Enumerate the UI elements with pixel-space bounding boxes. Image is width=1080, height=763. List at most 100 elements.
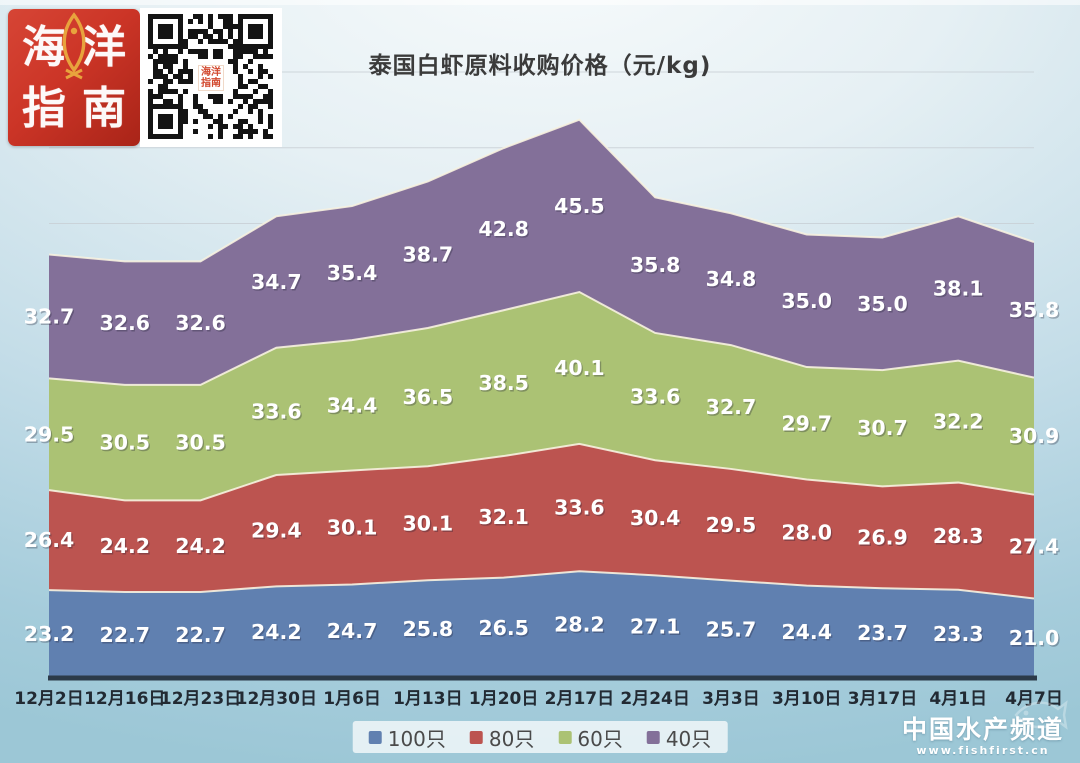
legend-item-60只: 60只 <box>558 723 623 752</box>
data-label: 29.7 <box>781 411 832 435</box>
data-label-shadow: 32.1 <box>480 506 531 530</box>
data-label-shadow: 35.8 <box>1010 299 1061 323</box>
watermark-fish-icon <box>1014 700 1068 730</box>
data-label: 30.5 <box>99 431 150 455</box>
data-label-shadow: 30.5 <box>177 432 228 456</box>
data-label: 35.8 <box>1009 298 1060 322</box>
area-80只 <box>49 443 1034 599</box>
data-label-shadow: 28.3 <box>934 526 985 550</box>
x-axis-label: 2月17日 <box>545 689 615 709</box>
qr-center-logo: 海洋指南 <box>198 64 224 91</box>
logo-char: 海 <box>22 21 66 73</box>
data-label: 25.8 <box>403 617 454 641</box>
data-label: 34.8 <box>706 267 757 291</box>
qr-code: 海洋指南 <box>140 8 282 147</box>
data-label: 30.4 <box>630 506 681 530</box>
data-label: 36.5 <box>403 385 454 409</box>
data-label-shadow: 30.7 <box>858 418 909 442</box>
data-label-shadow: 40.1 <box>555 357 606 381</box>
data-label-shadow: 30.1 <box>328 517 379 541</box>
data-label: 32.7 <box>24 304 75 328</box>
data-label-shadow: 29.7 <box>783 413 834 437</box>
x-axis-label: 4月7日 <box>1005 689 1063 709</box>
area-edge <box>48 570 1035 600</box>
legend-item-40只: 40只 <box>646 723 712 752</box>
data-label-shadow: 23.2 <box>25 624 76 648</box>
area-60只 <box>49 292 1034 501</box>
data-label: 38.7 <box>403 243 454 267</box>
data-label-shadow: 35.0 <box>858 293 909 317</box>
stacked-areas <box>48 118 1035 678</box>
data-label: 22.7 <box>175 623 226 647</box>
data-label-shadow: 24.2 <box>177 536 228 560</box>
data-label: 24.7 <box>327 619 378 643</box>
data-label: 21.0 <box>1009 626 1060 650</box>
data-label-shadow: 33.6 <box>631 386 682 410</box>
data-label-shadow: 29.4 <box>252 520 303 544</box>
fish-icon <box>62 12 86 80</box>
legend-swatch <box>368 730 382 744</box>
data-label-shadow: 30.1 <box>404 513 455 537</box>
data-label-shadow: 34.7 <box>252 272 303 296</box>
data-label-shadow: 36.5 <box>404 387 455 411</box>
data-label-shadow: 25.7 <box>707 619 758 643</box>
legend-swatch <box>646 730 660 744</box>
legend-swatch <box>469 730 483 744</box>
legend-swatch <box>558 730 572 744</box>
data-label-shadow: 26.9 <box>858 527 909 551</box>
data-label: 42.8 <box>478 217 529 241</box>
data-label: 30.1 <box>403 511 454 535</box>
data-label: 28.0 <box>781 521 832 545</box>
logo-char: 洋 <box>82 21 126 73</box>
data-label-shadow: 35.4 <box>328 263 379 287</box>
data-label-shadow: 28.0 <box>783 522 834 546</box>
data-label-shadow: 30.9 <box>1010 426 1061 450</box>
data-label: 24.2 <box>251 620 302 644</box>
x-axis-label: 1月6日 <box>323 689 381 709</box>
data-label-shadow: 24.7 <box>328 621 379 645</box>
data-label: 33.6 <box>251 399 302 423</box>
chart-legend: 100只 80只 60只 40只 <box>352 721 728 753</box>
logo-char: 南 <box>82 83 126 135</box>
top-divider <box>0 0 1080 5</box>
x-axis-label: 12月2日 <box>14 689 84 709</box>
data-label: 38.5 <box>478 371 529 395</box>
data-label: 23.3 <box>933 622 984 646</box>
data-label: 32.7 <box>706 395 757 419</box>
legend-item-80只: 80只 <box>469 723 534 752</box>
data-label: 30.5 <box>175 431 226 455</box>
x-axis-label: 3月17日 <box>848 689 918 709</box>
legend-label: 40只 <box>665 726 712 751</box>
x-axis-label: 3月3日 <box>702 689 760 709</box>
data-label-shadow: 45.5 <box>555 195 606 219</box>
data-label: 29.5 <box>706 513 757 537</box>
data-label-shadow: 25.8 <box>404 619 455 643</box>
data-label-shadow: 32.2 <box>934 411 985 435</box>
data-label: 26.5 <box>478 616 529 640</box>
data-label-shadow: 21.0 <box>1010 628 1061 652</box>
data-label: 28.3 <box>933 524 984 548</box>
data-label-shadow: 22.7 <box>177 625 228 649</box>
data-label: 26.4 <box>24 528 75 552</box>
area-edge <box>48 290 1035 386</box>
data-label-shadow: 24.4 <box>783 621 834 645</box>
chart-title: 泰国白虾原料收购价格（元/kg) <box>368 53 712 79</box>
data-label: 30.9 <box>1009 424 1060 448</box>
data-label-shadow: 35.0 <box>783 290 834 314</box>
data-label: 27.1 <box>630 615 681 639</box>
data-label: 25.7 <box>706 617 757 641</box>
data-label: 34.7 <box>251 270 302 294</box>
data-label: 35.0 <box>781 289 832 313</box>
data-label-shadow: 24.2 <box>101 536 152 560</box>
data-label-shadow: 22.7 <box>101 625 152 649</box>
data-labels: 23.223.2 22.722.7 22.722.7 24.224.2 24.724.7… <box>24 194 1061 652</box>
data-label: 35.4 <box>327 261 378 285</box>
data-label-shadow: 26.5 <box>480 617 531 641</box>
data-label: 33.6 <box>630 385 681 409</box>
logo-characters: 海 洋 指 南 <box>14 17 134 140</box>
data-label: 23.2 <box>24 622 75 646</box>
data-label-shadow: 23.3 <box>934 623 985 647</box>
data-label-shadow: 26.4 <box>25 530 76 554</box>
data-label: 45.5 <box>554 194 605 218</box>
x-axis-label: 1月20日 <box>469 689 539 709</box>
